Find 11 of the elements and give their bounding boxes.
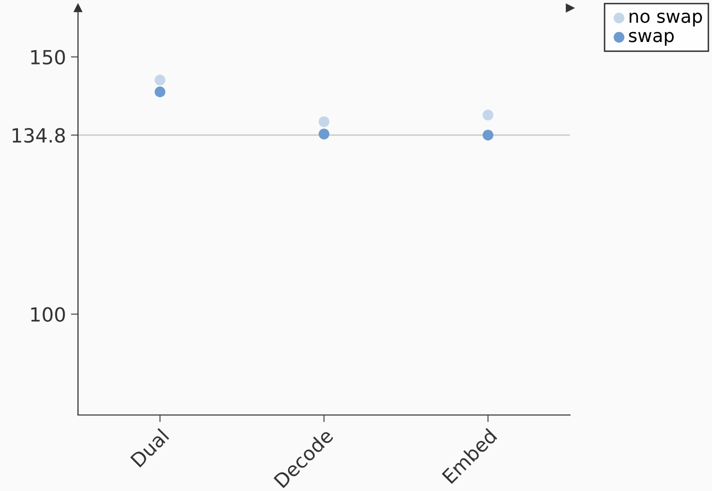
legend-label: no swap — [630, 12, 702, 26]
point — [154, 86, 166, 98]
legend-label: swap — [629, 32, 674, 46]
point — [482, 110, 494, 120]
point — [318, 128, 330, 140]
point — [482, 130, 494, 140]
y-tick-label: 100 — [31, 307, 65, 322]
point — [318, 116, 330, 128]
y-tick-label: 150 — [31, 50, 65, 65]
point — [154, 74, 166, 86]
y-tick-label: 134.8 — [12, 128, 65, 143]
